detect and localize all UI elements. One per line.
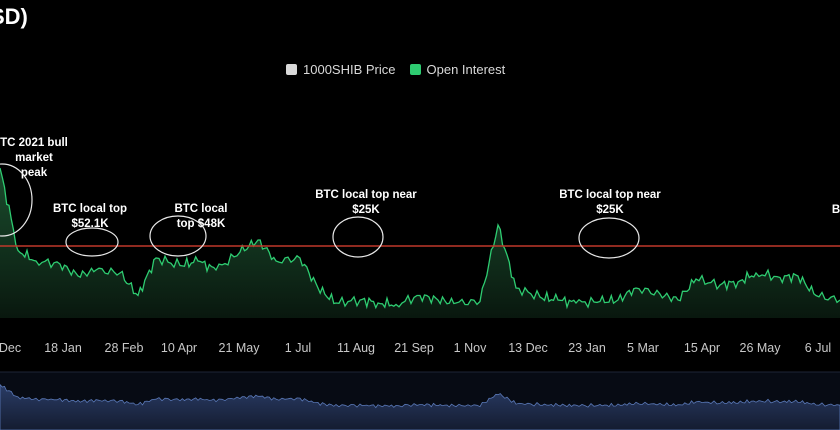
annotation-text: market [15, 152, 53, 164]
x-tick-label: 23 Jan [568, 341, 606, 355]
annotation: BTC local top $52.1K [53, 203, 127, 257]
annotation-text: BTC local [174, 203, 227, 215]
legend-item-price[interactable]: 1000SHIB Price [286, 62, 396, 77]
annotation-circle [65, 227, 119, 257]
annotation-text: peak [21, 167, 48, 179]
x-tick-label: 11 Aug [337, 341, 375, 355]
annotation-circle [0, 163, 33, 237]
annotation-text: B [832, 204, 840, 216]
chart-legend: 1000SHIB Price Open Interest [286, 62, 505, 77]
x-tick-label: 15 Apr [684, 341, 720, 355]
annotation-text: BTC local top [53, 203, 127, 215]
x-tick-label: 26 May [740, 341, 782, 355]
annotation-text: TC 2021 bull [0, 137, 68, 149]
annotation-text: BTC local top near [559, 189, 661, 201]
open-interest-area [0, 168, 840, 318]
legend-item-open-interest[interactable]: Open Interest [409, 62, 506, 77]
annotation: BTC local top $48K [149, 203, 228, 257]
annotation: B [832, 204, 840, 216]
annotation-circle [578, 217, 640, 259]
legend-label-open-interest: Open Interest [426, 62, 506, 77]
legend-label-price: 1000SHIB Price [303, 62, 396, 77]
legend-swatch-price [286, 64, 297, 75]
x-tick-label: 18 Jan [44, 341, 82, 355]
x-tick-label: 28 Feb [105, 341, 144, 355]
legend-swatch-open-interest [409, 64, 421, 75]
annotation: BTC local top near $25K [315, 189, 417, 258]
x-tick-label: 6 Jul [805, 341, 831, 355]
annotation-text: $52.1K [71, 218, 109, 230]
x-tick-label: Dec [0, 341, 21, 355]
x-tick-label: 1 Nov [454, 341, 487, 355]
x-tick-label: 1 Jul [285, 341, 311, 355]
x-tick-label: 13 Dec [508, 341, 548, 355]
x-tick-label: 10 Apr [161, 341, 197, 355]
annotation-circle [332, 216, 384, 258]
annotation-circle [149, 215, 207, 257]
annotation-text: $25K [352, 204, 380, 216]
annotation: BTC local top near $25K [559, 189, 661, 259]
annotation-text: $25K [596, 204, 624, 216]
annotation: TC 2021 bull market peak [0, 137, 68, 237]
x-tick-label: 21 Sep [394, 341, 434, 355]
annotation-text: top $48K [177, 218, 226, 230]
x-tick-label: 5 Mar [627, 341, 659, 355]
chart-title: SD) [0, 4, 28, 29]
annotation-text: BTC local top near [315, 189, 417, 201]
open-interest-line [0, 167, 840, 310]
x-tick-label: 21 May [219, 341, 261, 355]
navigator-area [0, 384, 840, 430]
